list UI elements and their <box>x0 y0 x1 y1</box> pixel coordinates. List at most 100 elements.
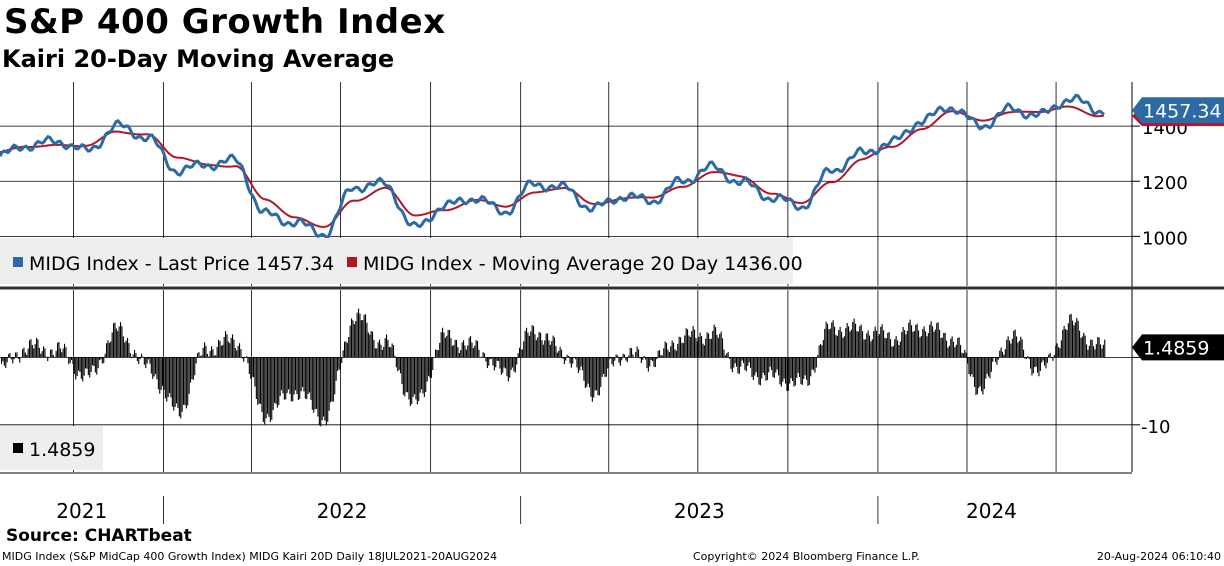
kairi-bar-253 <box>355 321 357 358</box>
kairi-bar-706 <box>989 357 991 379</box>
kairi-bar-535 <box>750 357 752 368</box>
kairi-bar-738 <box>1034 357 1036 368</box>
kairi-bar-265 <box>372 331 374 358</box>
kairi-bar-262 <box>367 332 369 358</box>
kairi-bar-546 <box>765 357 767 381</box>
kairi-bar-9 <box>13 357 15 360</box>
kairi-bar-441 <box>618 357 620 363</box>
kairi-bar-256 <box>359 313 361 358</box>
kairi-bar-62 <box>87 357 89 376</box>
kairi-bar-282 <box>395 357 397 368</box>
kairi-bar-563 <box>789 357 791 384</box>
kairi-bar-736 <box>1031 357 1033 376</box>
kairi-bar-178 <box>250 357 252 379</box>
kairi-bar-123 <box>173 357 175 411</box>
kairi-bar-521 <box>730 357 732 369</box>
kairi-bar-747 <box>1046 357 1048 363</box>
kairi-bar-740 <box>1037 357 1039 373</box>
kairi-bar-500 <box>701 336 703 358</box>
legend-label-ma: MIDG Index - Moving Average 20 Day 1436.… <box>363 253 803 275</box>
kairi-bar-232 <box>325 357 327 426</box>
kairi-bar-720 <box>1009 340 1011 358</box>
kairi-bar-404 <box>566 354 568 358</box>
kairi-bar-2 <box>3 357 5 366</box>
kairi-bar-94 <box>132 354 134 358</box>
kairi-bar-158 <box>222 344 224 358</box>
kairi-bar-611 <box>856 331 858 358</box>
kairi-bar-783 <box>1097 337 1099 358</box>
kairi-bar-538 <box>754 357 756 376</box>
kairi-bar-560 <box>785 357 787 384</box>
kairi-bar-69 <box>97 357 99 369</box>
kairi-bar-41 <box>58 342 60 358</box>
kairi-bar-635 <box>890 339 892 358</box>
kairi-bar-765 <box>1072 320 1074 358</box>
kairi-bar-331 <box>464 345 466 358</box>
kairi-bar-80 <box>113 323 115 358</box>
kairi-bar-356 <box>499 357 501 369</box>
kairi-bar-397 <box>556 352 558 358</box>
kairi-bar-322 <box>451 345 453 358</box>
kairi-bar-151 <box>212 349 214 358</box>
kairi-bar-555 <box>778 357 780 376</box>
kairi-bar-98 <box>138 357 140 365</box>
kairi-bar-355 <box>498 357 500 361</box>
kairi-bar-382 <box>535 340 537 358</box>
kairi-bar-619 <box>867 330 869 358</box>
kairi-bar-547 <box>766 357 768 381</box>
kairi-bar-24 <box>34 344 36 358</box>
kairi-bar-63 <box>89 357 91 378</box>
kairi-bar-302 <box>423 357 425 397</box>
kairi-bar-774 <box>1084 335 1086 358</box>
source-note: Source: CHARTbeat <box>6 526 192 546</box>
kairi-bar-378 <box>530 331 532 358</box>
kairi-bar-462 <box>647 357 649 372</box>
kairi-bar-59 <box>83 357 85 376</box>
kairi-bar-82 <box>115 328 117 358</box>
kairi-bar-301 <box>422 357 424 394</box>
kairi-bar-75 <box>106 343 108 358</box>
kairi-bar-380 <box>533 326 535 358</box>
kairi-bar-281 <box>394 355 396 358</box>
kairi-bar-15 <box>22 349 24 358</box>
kairi-bar-39 <box>55 350 57 358</box>
kairi-bar-179 <box>251 357 253 377</box>
kairi-bar-384 <box>538 331 540 358</box>
kairi-bar-86 <box>121 326 123 358</box>
kairi-bar-133 <box>187 357 189 406</box>
kairi-bar-502 <box>703 345 705 358</box>
kairi-bar-750 <box>1051 357 1053 359</box>
kairi-bar-216 <box>303 357 305 392</box>
kairi-bar-30 <box>43 346 45 358</box>
kairi-bar-540 <box>757 357 759 377</box>
kairi-bar-680 <box>953 341 955 358</box>
kairi-bar-712 <box>997 357 999 360</box>
legends: MIDG Index - Last Price 1457.34 MIDG Inde… <box>0 238 803 470</box>
price-last-value-label: 1457.34 <box>1143 100 1222 122</box>
x-year-label-2022: 2022 <box>317 499 368 523</box>
kairi-bar-152 <box>213 355 215 358</box>
kairi-bar-250 <box>351 318 353 358</box>
kairi-bar-93 <box>131 357 133 359</box>
kairi-bar-140 <box>197 353 199 358</box>
kairi-bar-291 <box>408 357 410 400</box>
kairi-bar-280 <box>393 345 395 358</box>
kairi-bar-81 <box>114 322 116 358</box>
kairi-bar-110 <box>155 357 157 374</box>
kairi-bar-102 <box>143 357 145 365</box>
kairi-bar-662 <box>927 332 929 358</box>
kairi-bar-762 <box>1067 323 1069 358</box>
kairi-bar-745 <box>1044 357 1046 366</box>
kairi-bar-332 <box>465 349 467 358</box>
kairi-bar-7 <box>10 357 12 360</box>
kairi-bar-108 <box>152 357 154 379</box>
kairi-bar-273 <box>383 346 385 358</box>
kairi-bar-683 <box>957 338 959 358</box>
kairi-bar-551 <box>772 357 774 377</box>
kairi-bar-618 <box>866 333 868 358</box>
kairi-bar-401 <box>562 357 564 359</box>
kairi-bar-42 <box>59 348 61 358</box>
kairi-bar-748 <box>1048 354 1050 358</box>
kairi-bar-770 <box>1079 330 1081 358</box>
kairi-bar-362 <box>507 357 509 382</box>
